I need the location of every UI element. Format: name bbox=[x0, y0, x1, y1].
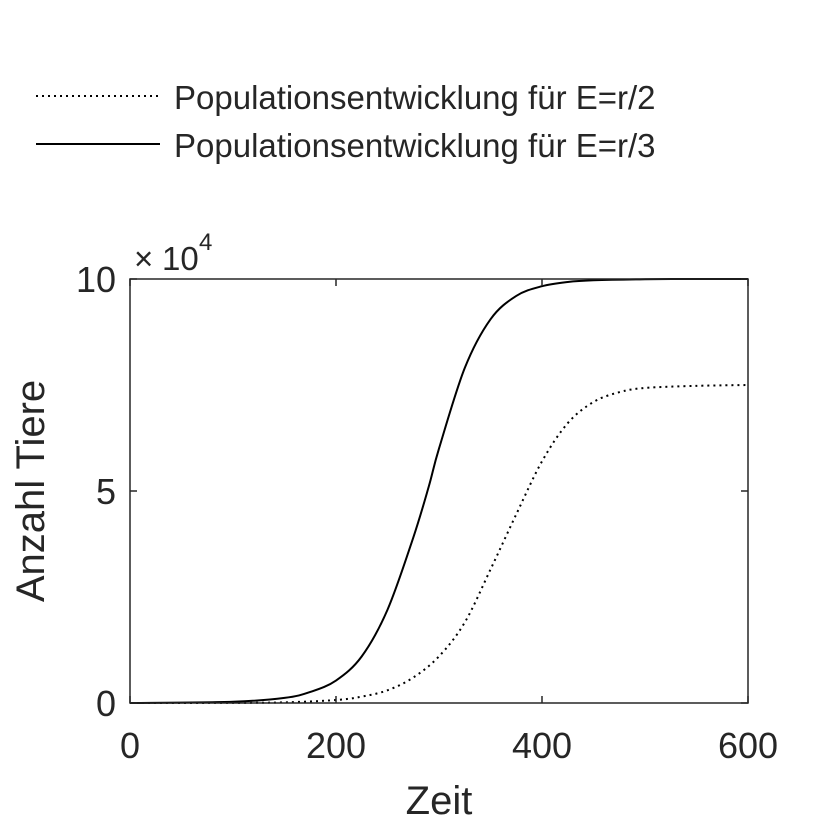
y-tick-label: 5 bbox=[96, 471, 116, 512]
series-line-1 bbox=[129, 384, 749, 704]
series-line-2 bbox=[129, 277, 749, 704]
y-axis-label: Anzahl Tiere bbox=[9, 380, 53, 602]
y-tick-label: 0 bbox=[96, 683, 116, 724]
y-exponent-base: 10 bbox=[162, 240, 199, 277]
x-tick-label: 200 bbox=[306, 725, 366, 766]
x-tick-label: 400 bbox=[512, 725, 572, 766]
x-tick-label: 600 bbox=[718, 725, 778, 766]
y-exponent-prefix: × bbox=[134, 240, 153, 277]
y-exponent-label: × 10 4 bbox=[134, 229, 212, 277]
x-axis-label: Zeit bbox=[406, 779, 473, 823]
plot-area bbox=[130, 279, 748, 703]
y-tick-label: 10 bbox=[76, 259, 116, 300]
x-tick-label: 0 bbox=[120, 725, 140, 766]
legend-label-series-2: Populationsentwicklung für E=r/3 bbox=[174, 127, 656, 164]
y-exponent-power: 4 bbox=[199, 229, 212, 256]
legend-label-series-1: Populationsentwicklung für E=r/2 bbox=[174, 79, 656, 116]
series-layer bbox=[129, 277, 749, 704]
legend: Populationsentwicklung für E=r/2 Populat… bbox=[36, 79, 656, 164]
plot-frame bbox=[129, 278, 749, 704]
